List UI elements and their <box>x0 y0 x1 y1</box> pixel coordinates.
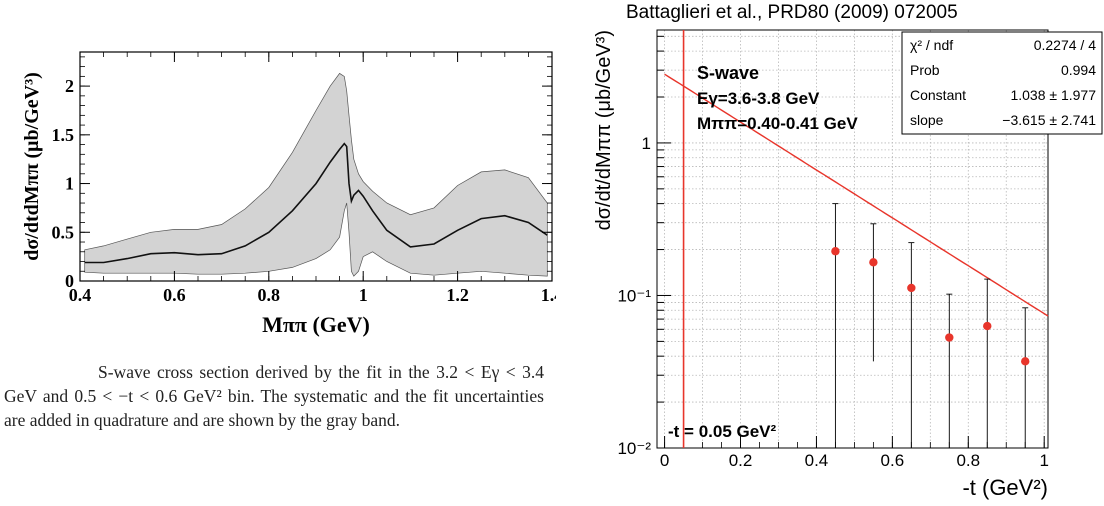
chart-title: Battaglieri et al., PRD80 (2009) 072005 <box>626 2 958 23</box>
caption-line-2: Eγ < 3.4 GeV and 0.5 < −t < 0.6 GeV² bin… <box>4 362 545 406</box>
stats-name: χ² / ndf <box>910 37 953 53</box>
data-point <box>983 321 992 331</box>
x-tick-label: 0.6 <box>163 285 186 305</box>
x-tick-label: 0.4 <box>69 285 92 305</box>
x-tick-label: 0.2 <box>729 451 753 470</box>
y-tick-label: 1 <box>65 174 74 194</box>
figure-caption: S-wave cross section derived by the fit … <box>4 360 544 432</box>
left-chart: 0.4 0.6 0.8 1 1.2 1.4 0 0.5 1 1.5 2 Mππ (GeV) dσ/dtd… <box>21 51 556 337</box>
x-tick-label: 1 <box>359 285 368 305</box>
x-axis-label: Mππ (GeV) <box>262 312 370 337</box>
y-tick-label: 0.5 <box>52 222 75 242</box>
caption-line-3: and the fit uncertainties are added in q… <box>4 386 544 430</box>
stats-name: Constant <box>910 87 966 103</box>
x-tick-label: 0.8 <box>258 285 281 305</box>
fit-line <box>664 73 1049 317</box>
y-tick-label: 0 <box>65 271 74 291</box>
annotation-cut: -t = 0.05 GeV² <box>668 422 777 441</box>
data-point <box>869 258 878 267</box>
x-tick-label: 0.6 <box>881 451 905 470</box>
annotation-energy: Eγ=3.6-3.8 GeV <box>697 89 820 108</box>
y-tick-label: 1 <box>642 134 651 153</box>
stats-value: 1.038 ± 1.977 <box>1010 87 1096 103</box>
stats-box <box>901 31 1103 135</box>
y-axis-label: dσ/dt/dMππ (μb/GeV³) <box>593 30 615 230</box>
x-axis-label: -t (GeV²) <box>962 475 1048 500</box>
series-line <box>84 142 548 264</box>
y-tick-label: 1.5 <box>52 125 75 145</box>
stats-value: −3.615 ± 2.741 <box>1002 112 1096 128</box>
caption-line-4: by the gray band. <box>278 410 401 430</box>
stats-name: Prob <box>910 62 940 78</box>
x-tick-label: 1 <box>1039 451 1048 470</box>
stats-value: 0.994 <box>1061 62 1096 78</box>
y-tick-label: 10⁻¹ <box>617 286 651 305</box>
stats-value: 0.2274 / 4 <box>1034 37 1096 53</box>
x-tick-label: 0 <box>660 451 669 470</box>
y-axis-label: dσ/dtdMππ (μb/GeV³) <box>21 72 43 260</box>
annotation-wave: S-wave <box>697 63 759 83</box>
y-tick-label: 10⁻² <box>617 439 651 458</box>
data-point <box>1021 357 1030 366</box>
x-tick-label: 0.4 <box>805 451 829 470</box>
data-point <box>907 283 916 293</box>
caption-line-1: S-wave cross section derived by the fit … <box>98 362 475 382</box>
x-tick-label: 1.2 <box>446 285 469 305</box>
stats-name: slope <box>910 112 944 128</box>
annotation-mass: Mππ=0.40-0.41 GeV <box>697 114 858 133</box>
y-tick-label: 2 <box>65 76 74 96</box>
data-point <box>945 333 954 342</box>
x-tick-label: 0.8 <box>956 451 980 470</box>
x-tick-label: 1.4 <box>541 285 556 305</box>
plot-frame <box>656 29 1049 449</box>
data-point <box>831 247 840 256</box>
error-band <box>84 72 548 277</box>
right-chart: Battaglieri et al., PRD80 (2009) 072005 0… <box>593 2 1103 500</box>
